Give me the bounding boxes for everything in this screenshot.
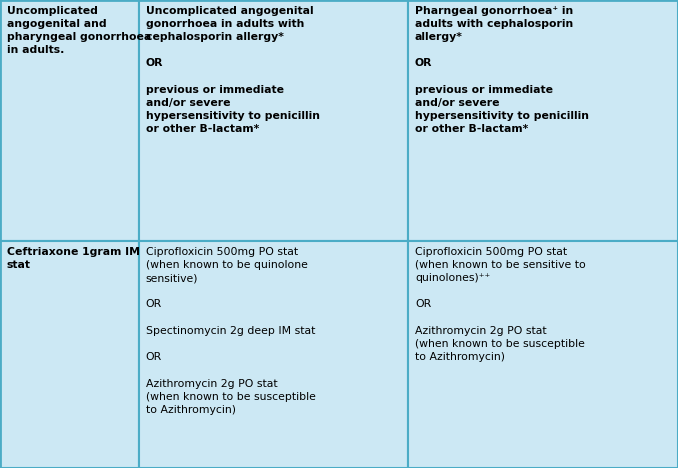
Bar: [139, 0, 408, 241]
Bar: [139, 241, 408, 468]
Text: Uncomplicated
angogenital and
pharyngeal gonorrhoea
in adults.: Uncomplicated angogenital and pharyngeal…: [7, 6, 151, 55]
Bar: [0, 241, 139, 468]
Text: Pharngeal gonorrhoea⁺ in
adults with cephalosporin
allergy*

OR

previous or imm: Pharngeal gonorrhoea⁺ in adults with cep…: [415, 6, 589, 134]
Bar: [408, 241, 678, 468]
Text: Ciprofloxicin 500mg PO stat
(when known to be sensitive to
quinolones)⁺⁺

OR

Az: Ciprofloxicin 500mg PO stat (when known …: [415, 247, 586, 362]
Text: Uncomplicated angogenital
gonorrhoea in adults with
cephalosporin allergy*

OR

: Uncomplicated angogenital gonorrhoea in …: [146, 6, 320, 134]
Bar: [0, 0, 139, 241]
Text: Ceftriaxone 1gram IM
stat: Ceftriaxone 1gram IM stat: [7, 247, 140, 270]
Bar: [408, 0, 678, 241]
Text: Ciprofloxicin 500mg PO stat
(when known to be quinolone
sensitive)

OR

Spectino: Ciprofloxicin 500mg PO stat (when known …: [146, 247, 316, 415]
